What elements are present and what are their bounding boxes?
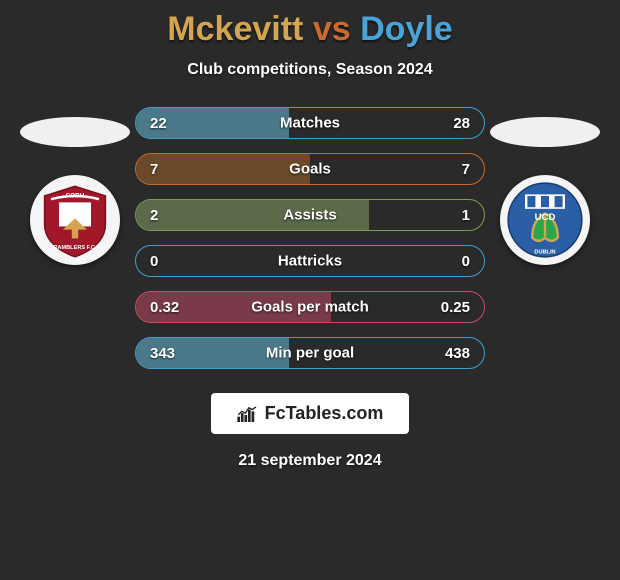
title-player2: Doyle bbox=[360, 10, 453, 48]
stat-bar: 22 28 Matches bbox=[135, 107, 485, 139]
fctables-logo-icon bbox=[237, 406, 259, 422]
stat-right-value: 1 bbox=[462, 207, 470, 224]
stat-left-value: 343 bbox=[150, 345, 175, 362]
svg-text:UCD: UCD bbox=[535, 212, 556, 223]
right-player-ellipse bbox=[490, 117, 600, 147]
stat-left-value: 0.32 bbox=[150, 299, 179, 316]
right-column: UCD DUBLIN bbox=[485, 107, 605, 265]
stat-label: Hattricks bbox=[278, 253, 342, 270]
cobh-ramblers-crest-icon: COBH RAMBLERS F.C. bbox=[35, 180, 115, 260]
stats-column: 22 28 Matches 7 7 Goals 2 1 Assists 0 0 Hattricks 0.… bbox=[135, 107, 485, 369]
brand-text: FcTables.com bbox=[265, 403, 384, 424]
svg-text:COBH: COBH bbox=[66, 193, 85, 200]
footer-date: 21 september 2024 bbox=[238, 452, 381, 470]
stat-right-value: 7 bbox=[462, 161, 470, 178]
stat-bar: 343 438 Min per goal bbox=[135, 337, 485, 369]
stat-left-value: 7 bbox=[150, 161, 158, 178]
brand-badge[interactable]: FcTables.com bbox=[211, 393, 410, 434]
stat-bar: 0.32 0.25 Goals per match bbox=[135, 291, 485, 323]
stat-right-value: 28 bbox=[453, 115, 470, 132]
stat-bar: 2 1 Assists bbox=[135, 199, 485, 231]
stat-right-value: 0.25 bbox=[441, 299, 470, 316]
main-row: COBH RAMBLERS F.C. 22 28 Matches 7 7 Goals 2 1 A… bbox=[0, 107, 620, 369]
stat-left-value: 2 bbox=[150, 207, 158, 224]
ucd-dublin-crest-icon: UCD DUBLIN bbox=[505, 180, 585, 260]
stat-label: Matches bbox=[280, 115, 340, 132]
page-title: Mckevitt vs Doyle bbox=[167, 10, 452, 49]
stat-label: Assists bbox=[283, 207, 336, 224]
stat-bar: 7 7 Goals bbox=[135, 153, 485, 185]
title-vs: vs bbox=[313, 10, 351, 48]
stat-left-value: 0 bbox=[150, 253, 158, 270]
stat-bar: 0 0 Hattricks bbox=[135, 245, 485, 277]
left-player-ellipse bbox=[20, 117, 130, 147]
right-team-crest: UCD DUBLIN bbox=[500, 175, 590, 265]
stat-label: Min per goal bbox=[266, 345, 354, 362]
svg-text:DUBLIN: DUBLIN bbox=[534, 250, 555, 256]
title-player1: Mckevitt bbox=[167, 10, 303, 48]
stat-label: Goals bbox=[289, 161, 331, 178]
left-team-crest: COBH RAMBLERS F.C. bbox=[30, 175, 120, 265]
left-column: COBH RAMBLERS F.C. bbox=[15, 107, 135, 265]
stat-right-value: 438 bbox=[445, 345, 470, 362]
stat-label: Goals per match bbox=[251, 299, 369, 316]
stat-right-value: 0 bbox=[462, 253, 470, 270]
stat-left-value: 22 bbox=[150, 115, 167, 132]
svg-text:RAMBLERS F.C.: RAMBLERS F.C. bbox=[53, 245, 97, 251]
subtitle: Club competitions, Season 2024 bbox=[187, 61, 432, 79]
